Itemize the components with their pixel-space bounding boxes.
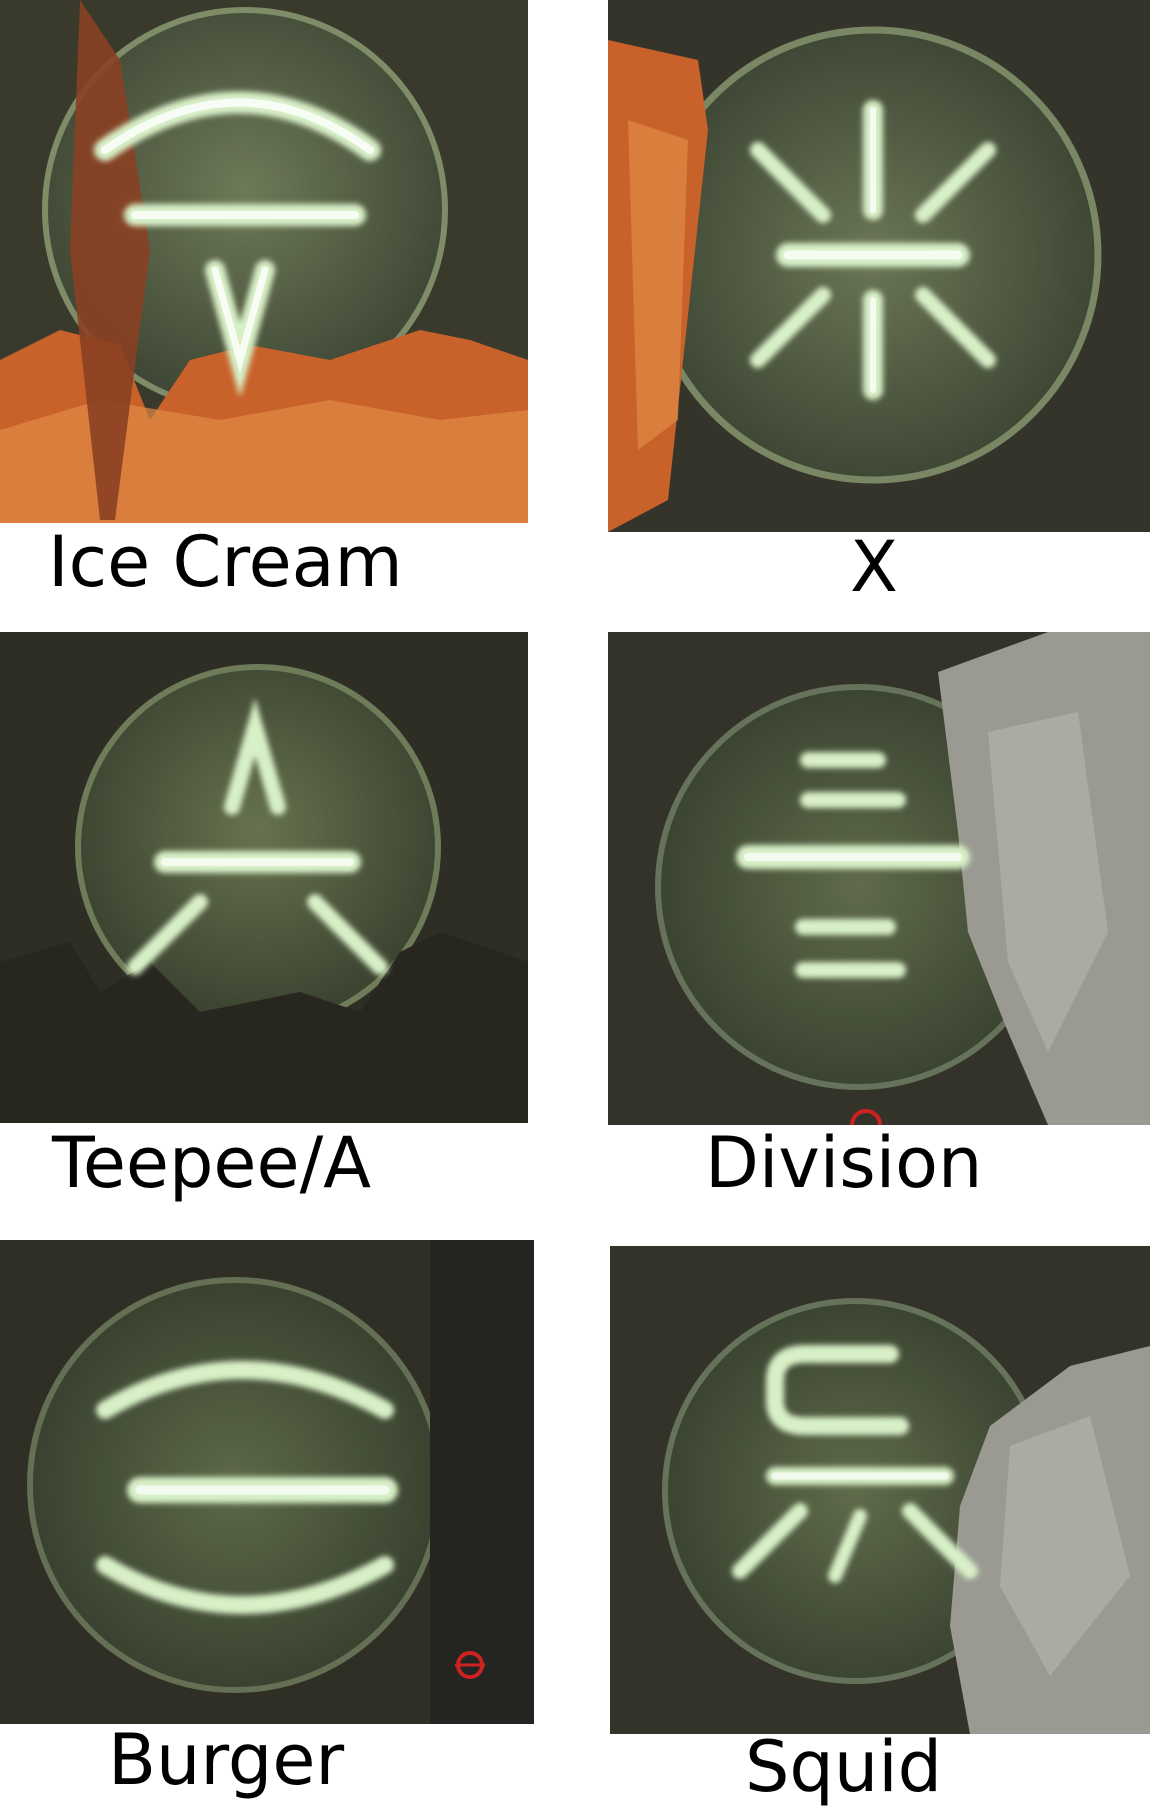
symbol-tile-squid <box>610 1246 1150 1734</box>
teepee-rune-icon <box>0 632 528 1123</box>
symbol-tile-division <box>608 632 1150 1125</box>
symbol-label-squid: Squid <box>745 1726 943 1808</box>
burger-rune-icon <box>0 1240 534 1724</box>
symbol-tile-x <box>608 0 1150 532</box>
symbol-label-teepee: Teepee/A <box>52 1122 372 1204</box>
symbol-label-burger: Burger <box>108 1719 345 1801</box>
symbol-tile-burger <box>0 1240 534 1724</box>
ice-cream-rune-icon <box>0 0 528 523</box>
symbol-label-division: Division <box>705 1122 983 1204</box>
symbol-label-x: X <box>850 526 898 608</box>
symbol-tile-ice-cream <box>0 0 528 523</box>
symbol-label-ice-cream: Ice Cream <box>48 521 403 603</box>
x-rune-icon <box>608 0 1150 532</box>
division-rune-icon <box>608 632 1150 1125</box>
squid-rune-icon <box>610 1246 1150 1734</box>
symbol-tile-teepee <box>0 632 528 1123</box>
